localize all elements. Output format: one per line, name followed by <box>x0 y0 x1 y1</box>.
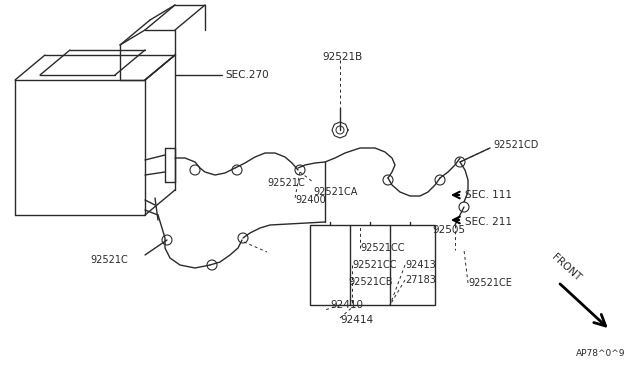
Text: 92521C: 92521C <box>90 255 128 265</box>
Text: 27183: 27183 <box>405 275 436 285</box>
Text: 92521CB: 92521CB <box>348 277 392 287</box>
Text: FRONT: FRONT <box>550 253 583 283</box>
Text: 92521B: 92521B <box>322 52 362 62</box>
Text: 92521CA: 92521CA <box>313 187 357 197</box>
Text: 92414: 92414 <box>340 315 373 325</box>
Bar <box>310 225 435 305</box>
Text: SEC. 211: SEC. 211 <box>465 217 512 227</box>
Text: SEC. 111: SEC. 111 <box>465 190 512 200</box>
Text: AP78^0^9: AP78^0^9 <box>575 349 625 358</box>
Text: SEC.270: SEC.270 <box>225 70 269 80</box>
Text: 92413: 92413 <box>405 260 436 270</box>
Text: 92521CC: 92521CC <box>352 260 397 270</box>
Text: 92521CC: 92521CC <box>360 243 404 253</box>
Text: 92505: 92505 <box>432 225 465 235</box>
Text: 92400: 92400 <box>295 195 326 205</box>
Text: 92521C: 92521C <box>267 178 305 188</box>
Text: 92410: 92410 <box>330 300 363 310</box>
Text: 92521CD: 92521CD <box>493 140 538 150</box>
Text: 92521CE: 92521CE <box>468 278 512 288</box>
